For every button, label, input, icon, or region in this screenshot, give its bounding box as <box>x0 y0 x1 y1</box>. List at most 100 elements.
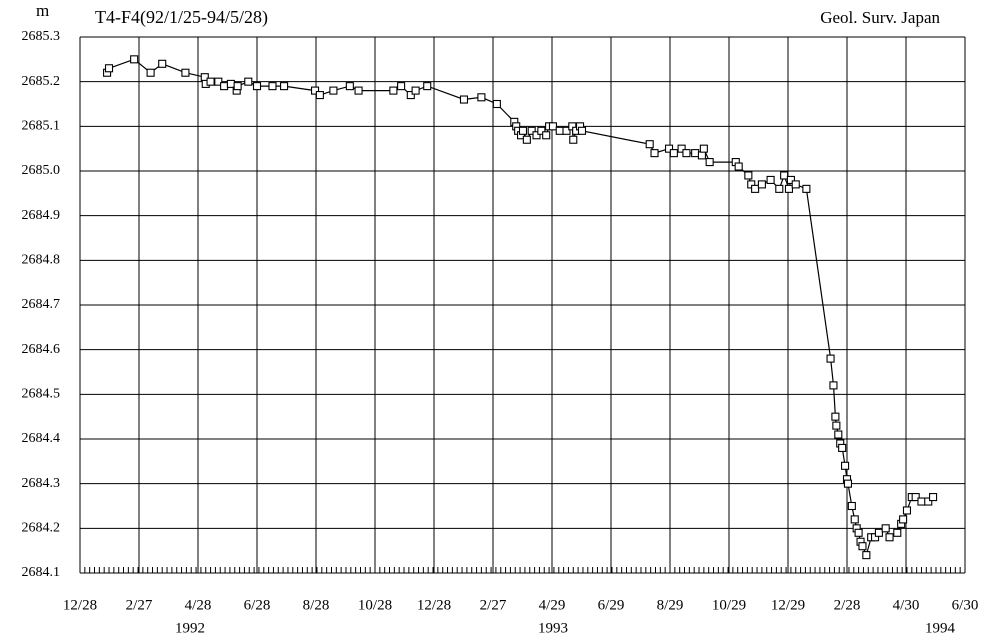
data-point <box>397 82 406 91</box>
year-label: 1992 <box>175 620 205 636</box>
data-point <box>542 131 551 140</box>
x-tick-label: 4/29 <box>539 597 566 613</box>
data-point <box>834 430 843 439</box>
data-point <box>850 515 859 524</box>
data-point <box>315 91 324 100</box>
data-point <box>786 175 795 184</box>
x-tick-label: 12/29 <box>771 597 805 613</box>
data-point <box>345 82 354 91</box>
data-point <box>829 381 838 390</box>
data-point <box>775 184 784 193</box>
y-tick-label: 2685.2 <box>22 74 61 89</box>
data-point <box>847 501 856 511</box>
y-tick-label: 2684.1 <box>22 565 61 580</box>
data-point <box>699 144 708 153</box>
x-tick-label: 8/29 <box>657 597 684 613</box>
data-point <box>158 59 167 68</box>
data-point <box>917 497 926 506</box>
y-tick-label: 2685.3 <box>22 29 61 44</box>
data-point <box>518 126 528 135</box>
y-tick-label: 2684.4 <box>22 431 61 446</box>
data-point <box>697 151 706 160</box>
data-point <box>858 542 867 551</box>
data-point <box>757 180 766 189</box>
y-tick-label: 2684.5 <box>22 387 61 402</box>
data-point <box>130 55 139 64</box>
data-point <box>268 82 277 91</box>
x-tick-label: 8/28 <box>303 597 330 613</box>
data-point <box>645 140 654 149</box>
x-tick-label: 4/30 <box>893 597 920 613</box>
data-point <box>252 82 262 91</box>
data-point <box>548 122 558 131</box>
data-point <box>226 79 235 88</box>
unit-label: m <box>36 1 49 20</box>
y-tick-label: 2684.9 <box>22 208 61 223</box>
year-label: 1994 <box>925 620 956 636</box>
data-point <box>532 131 541 140</box>
y-tick-label: 2684.2 <box>22 521 61 536</box>
data-point <box>522 135 531 144</box>
x-tick-label: 2/28 <box>834 597 861 613</box>
x-tick-label: 6/28 <box>244 597 271 613</box>
x-tick-label: 6/29 <box>598 597 625 613</box>
data-point <box>911 493 920 502</box>
data-point <box>354 86 363 95</box>
data-point <box>677 144 686 153</box>
data-point <box>929 493 938 502</box>
data-point <box>664 144 674 153</box>
year-label: 1993 <box>538 620 568 636</box>
data-point <box>310 86 320 95</box>
x-tick-label: 2/27 <box>126 597 153 613</box>
x-tick-label: 6/30 <box>952 597 979 613</box>
data-point <box>843 479 853 488</box>
data-point <box>691 149 700 158</box>
data-point <box>329 86 338 95</box>
data-point <box>527 126 536 135</box>
source-label: Geol. Surv. Japan <box>820 8 940 27</box>
data-point <box>146 68 155 77</box>
data-point <box>406 91 415 100</box>
data-point <box>832 421 841 430</box>
data-point <box>280 82 289 91</box>
data-point <box>899 515 908 524</box>
data-point <box>862 551 871 560</box>
data-point <box>854 528 863 537</box>
data-point <box>893 528 902 537</box>
data-point <box>826 354 835 363</box>
data-point <box>874 528 883 537</box>
x-tick-label: 4/28 <box>185 597 212 613</box>
data-point <box>537 126 546 135</box>
x-tick-label: 10/29 <box>712 597 746 613</box>
data-point <box>411 86 420 95</box>
data-point <box>791 180 800 189</box>
data-point <box>705 158 714 167</box>
data-point <box>744 171 753 180</box>
data-point <box>389 86 398 95</box>
data-point <box>766 175 775 184</box>
data-point <box>562 126 571 135</box>
x-tick-label: 10/28 <box>358 597 392 613</box>
data-point <box>650 149 659 158</box>
x-tick-label: 2/27 <box>480 597 507 613</box>
x-tick-label: 12/28 <box>417 597 451 613</box>
data-point <box>802 184 811 193</box>
data-point <box>492 99 501 109</box>
data-point <box>780 171 789 180</box>
data-point <box>784 184 794 193</box>
y-tick-label: 2684.7 <box>22 297 61 312</box>
data-point <box>682 149 691 158</box>
data-point <box>924 497 933 506</box>
data-point <box>569 135 578 144</box>
data-point <box>423 82 432 91</box>
y-tick-label: 2684.6 <box>22 342 61 357</box>
data-point <box>881 524 890 533</box>
data-point <box>104 64 114 73</box>
data-point <box>734 162 743 171</box>
data-point <box>233 82 242 91</box>
data-point <box>181 68 190 77</box>
data-point <box>751 184 760 193</box>
data-point <box>555 126 564 135</box>
data-point <box>885 533 894 542</box>
y-tick-label: 2685.0 <box>22 163 61 178</box>
